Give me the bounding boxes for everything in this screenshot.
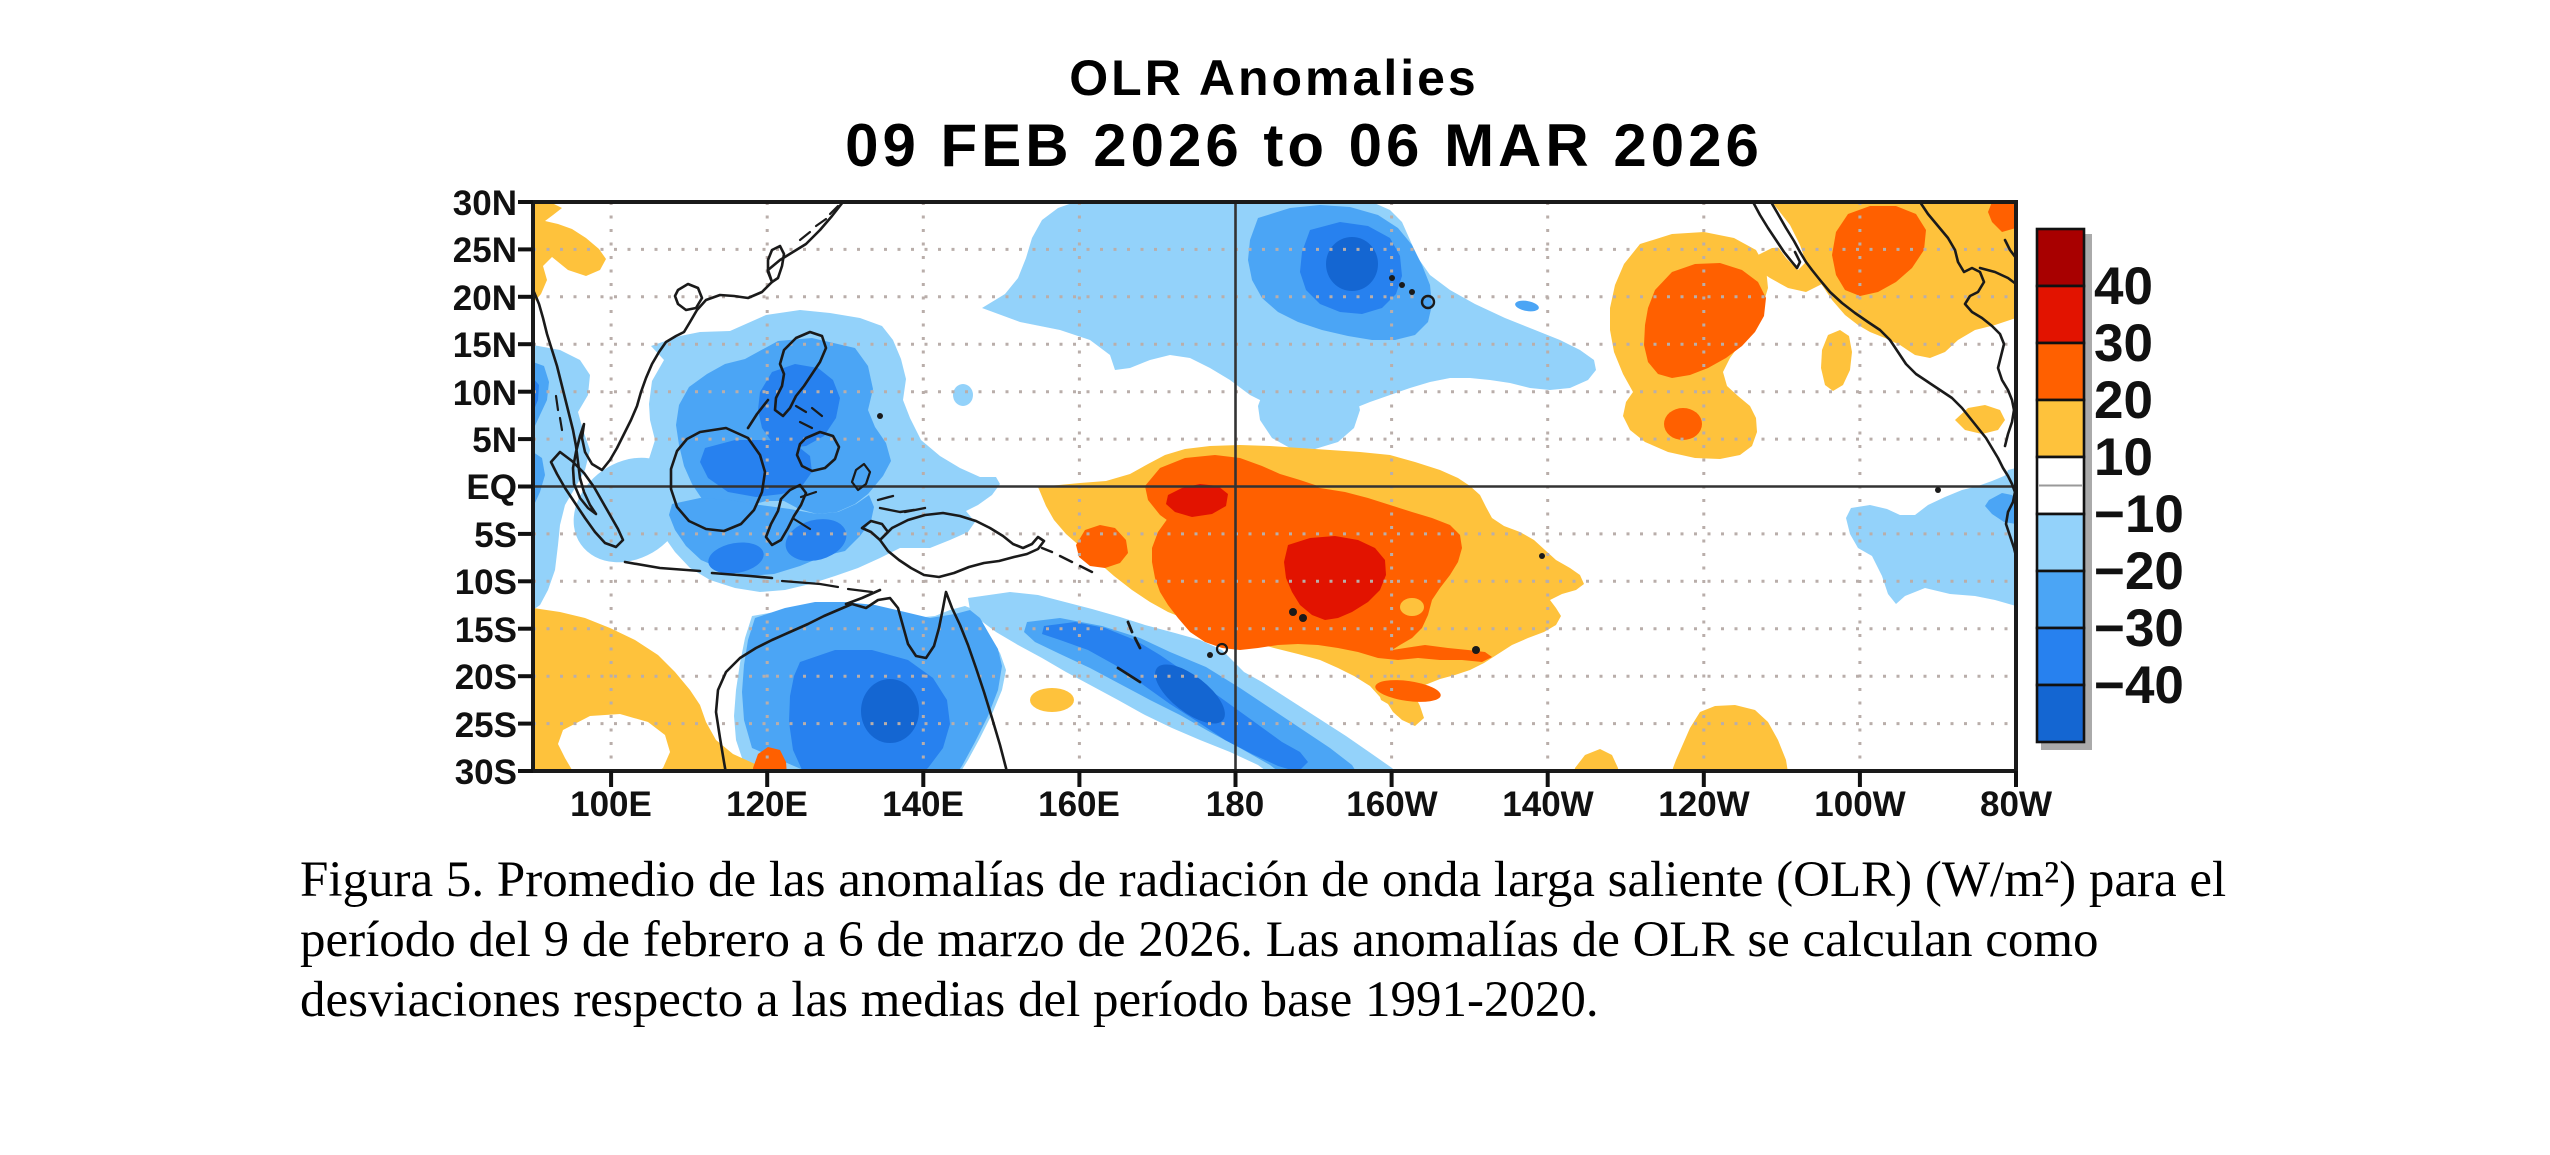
svg-text:80W: 80W (1980, 785, 2052, 824)
svg-text:100W: 100W (1814, 785, 1905, 824)
svg-text:15S: 15S (455, 611, 517, 650)
svg-text:10N: 10N (453, 374, 517, 413)
svg-text:25N: 25N (453, 231, 517, 270)
svg-text:−20: −20 (2094, 542, 2184, 601)
svg-text:5N: 5N (472, 421, 517, 460)
svg-text:10S: 10S (455, 563, 517, 602)
svg-text:15N: 15N (453, 326, 517, 365)
svg-text:−10: −10 (2094, 485, 2184, 544)
svg-text:160W: 160W (1346, 785, 1437, 824)
svg-text:20N: 20N (453, 279, 517, 318)
svg-text:5S: 5S (474, 516, 517, 555)
svg-text:140W: 140W (1502, 785, 1593, 824)
svg-text:120E: 120E (726, 785, 808, 824)
svg-text:−40: −40 (2094, 656, 2184, 715)
svg-text:40: 40 (2094, 257, 2153, 316)
svg-text:20: 20 (2094, 371, 2153, 430)
svg-text:120W: 120W (1658, 785, 1749, 824)
svg-text:140E: 140E (882, 785, 964, 824)
svg-text:−30: −30 (2094, 599, 2184, 658)
svg-text:160E: 160E (1038, 785, 1120, 824)
svg-text:25S: 25S (455, 706, 517, 745)
svg-text:EQ: EQ (466, 468, 517, 507)
svg-text:100E: 100E (570, 785, 652, 824)
svg-text:180: 180 (1206, 785, 1264, 824)
svg-text:30N: 30N (453, 184, 517, 223)
svg-text:30S: 30S (455, 753, 517, 792)
svg-text:30: 30 (2094, 314, 2153, 373)
svg-text:20S: 20S (455, 658, 517, 697)
svg-text:10: 10 (2094, 428, 2153, 487)
